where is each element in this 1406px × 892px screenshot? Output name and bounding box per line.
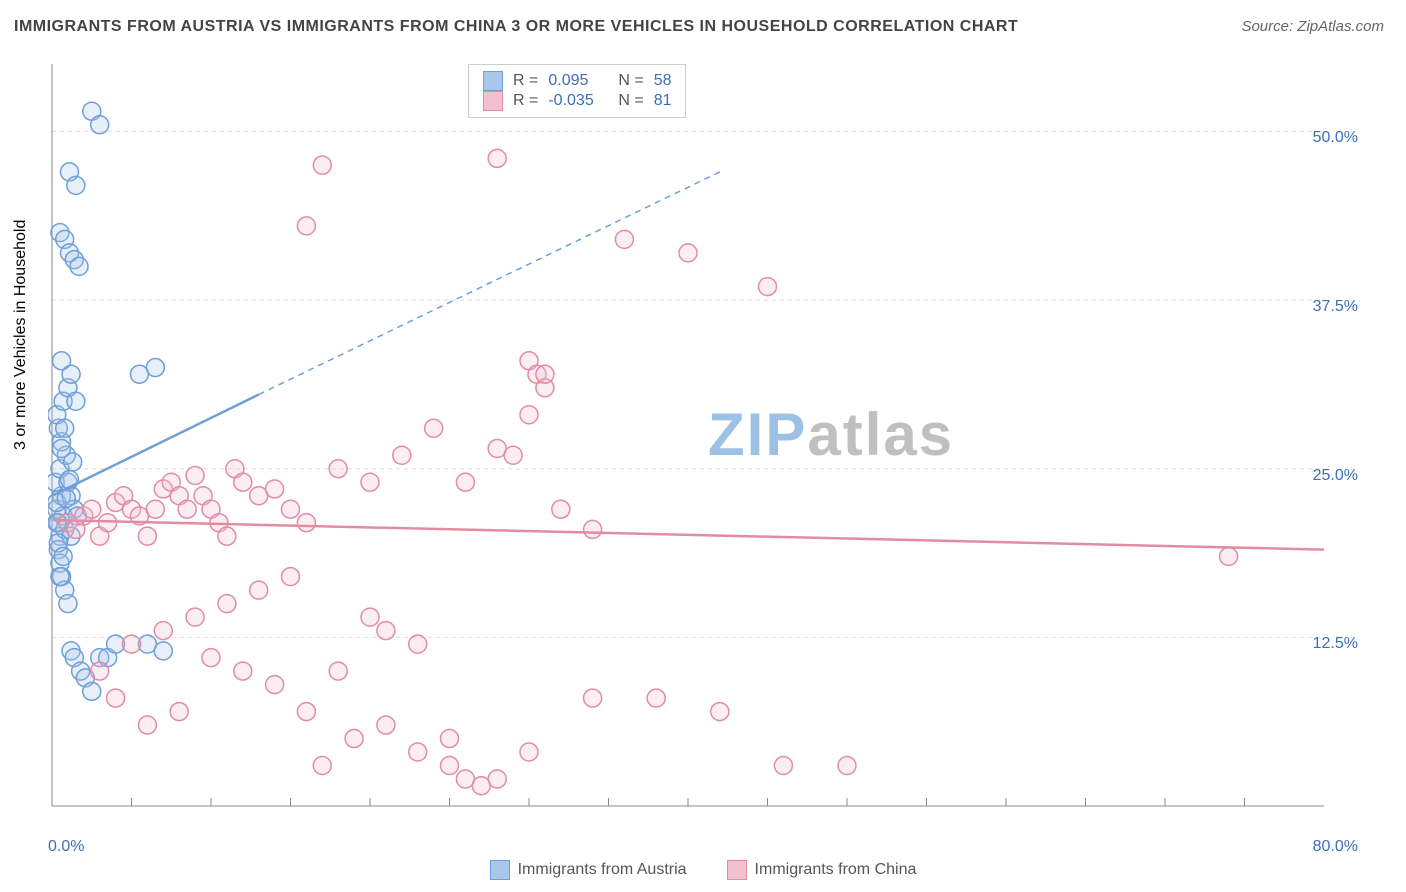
chart-title: IMMIGRANTS FROM AUSTRIA VS IMMIGRANTS FR… bbox=[14, 18, 1018, 36]
bottom-legend-item: Immigrants from China bbox=[727, 860, 917, 880]
bottom-legend-label: Immigrants from China bbox=[755, 861, 917, 879]
y-tick-label: 12.5% bbox=[1313, 635, 1358, 653]
legend-swatch bbox=[727, 860, 747, 880]
y-tick-label: 25.0% bbox=[1313, 467, 1358, 485]
y-axis-label: 3 or more Vehicles in Household bbox=[12, 220, 30, 450]
chart-svg bbox=[48, 60, 1328, 810]
bottom-legend-label: Immigrants from Austria bbox=[518, 861, 687, 879]
legend-swatch bbox=[490, 860, 510, 880]
scatter-chart: ZIPatlas R = 0.095 N = 58R = -0.035 N = … bbox=[48, 60, 1328, 810]
legend-swatch bbox=[483, 91, 503, 111]
stats-legend-row: R = 0.095 N = 58 bbox=[483, 71, 671, 91]
x-axis-min-label: 0.0% bbox=[48, 838, 84, 856]
x-axis-max-label: 80.0% bbox=[1313, 838, 1358, 856]
y-tick-label: 50.0% bbox=[1313, 129, 1358, 147]
legend-swatch bbox=[483, 71, 503, 91]
y-tick-label: 37.5% bbox=[1313, 298, 1358, 316]
stats-legend: R = 0.095 N = 58R = -0.035 N = 81 bbox=[468, 64, 686, 118]
bottom-legend: Immigrants from Austria Immigrants from C… bbox=[0, 860, 1406, 880]
source-attribution: Source: ZipAtlas.com bbox=[1241, 18, 1384, 35]
bottom-legend-item: Immigrants from Austria bbox=[490, 860, 687, 880]
stats-legend-row: R = -0.035 N = 81 bbox=[483, 91, 671, 111]
